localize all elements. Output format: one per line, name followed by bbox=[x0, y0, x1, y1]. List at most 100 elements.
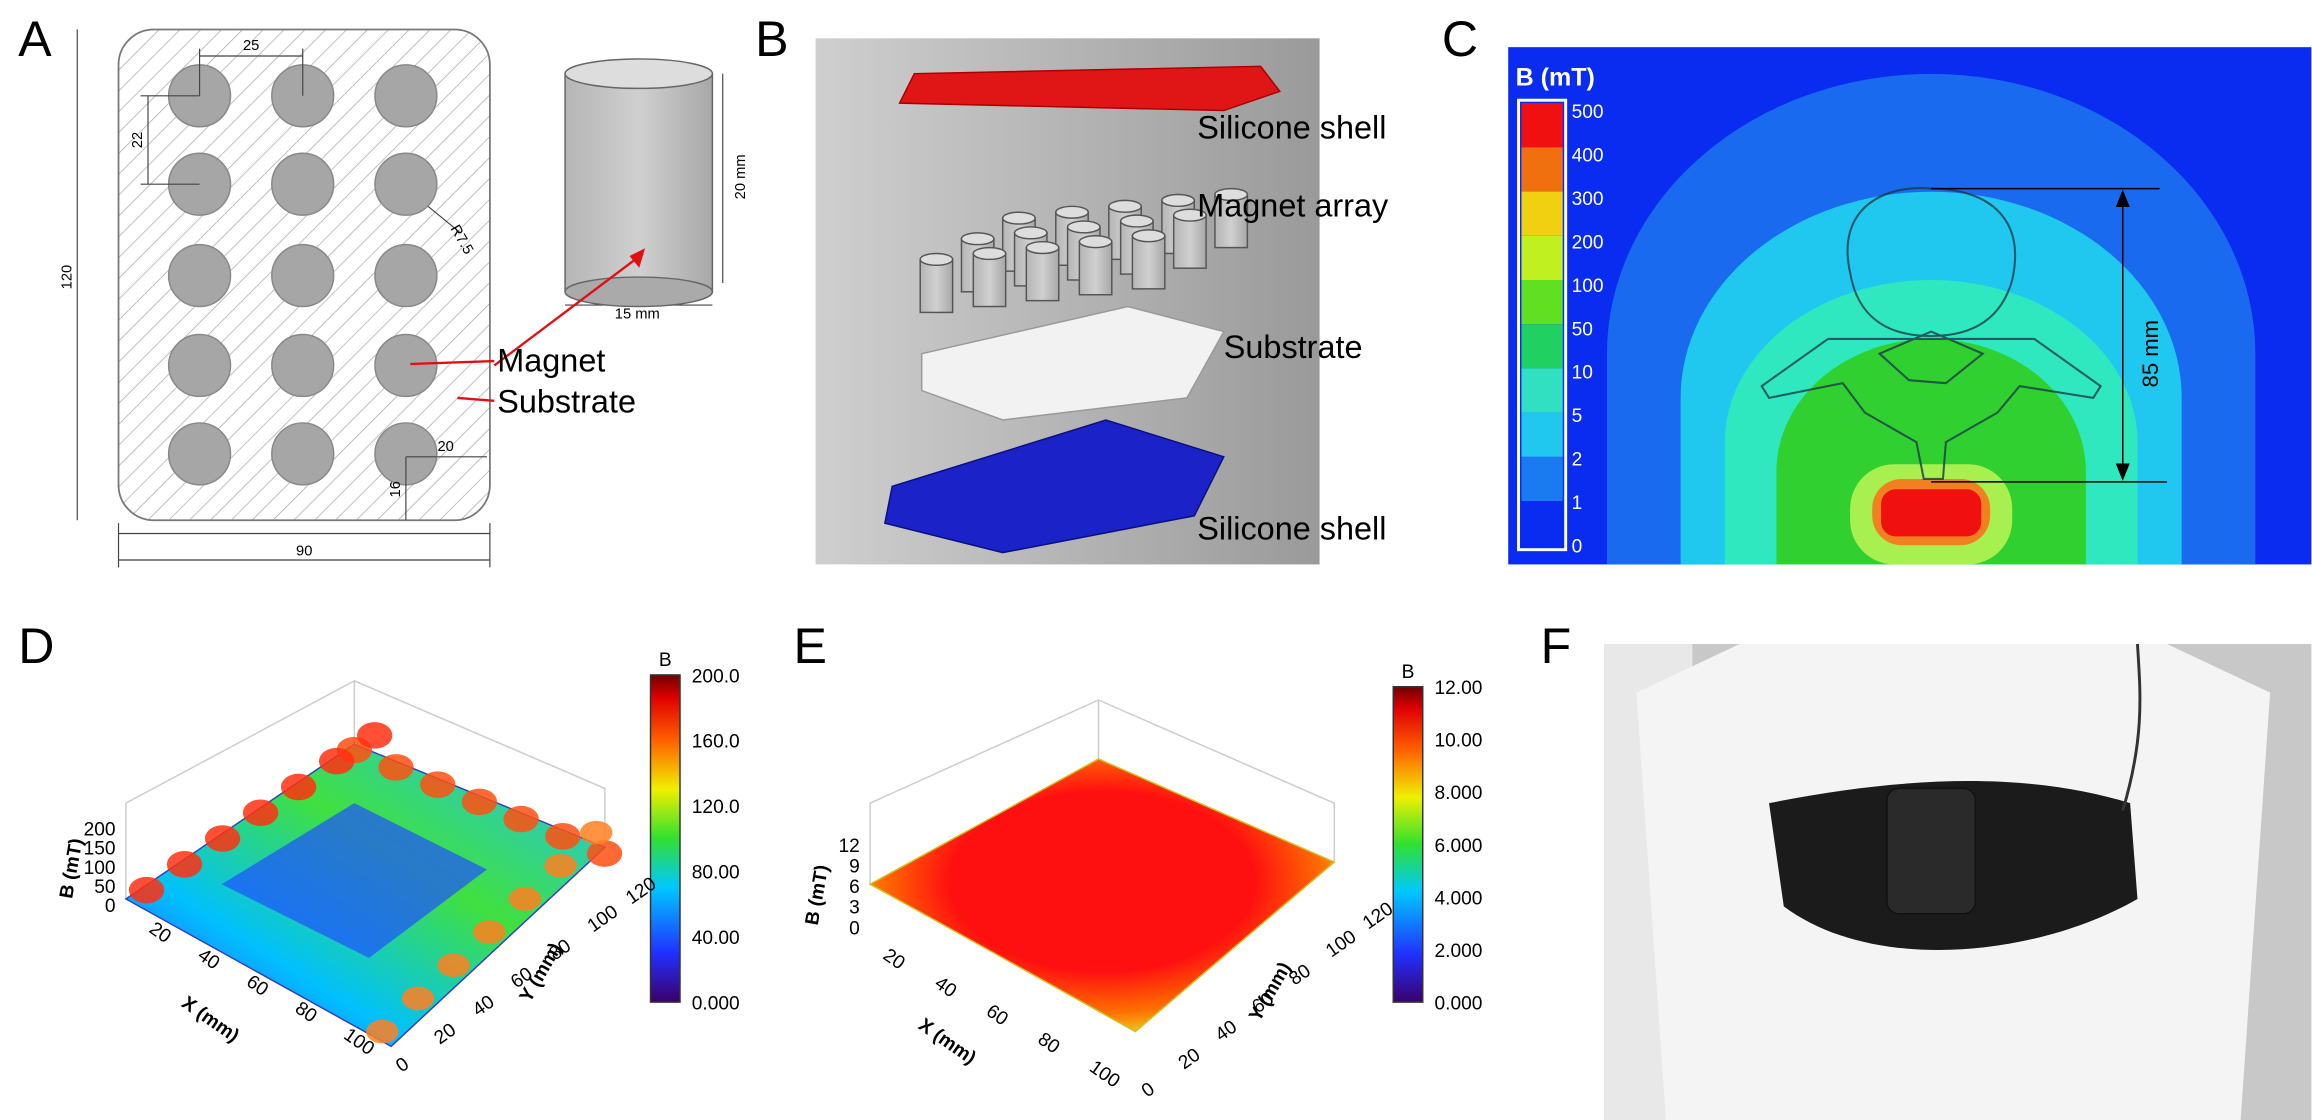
y-tick: 120 bbox=[1359, 898, 1397, 934]
legend-level: 0 bbox=[1572, 537, 1583, 558]
panel-b: B Silicone shell Magnet array Substrate … bbox=[755, 11, 1389, 565]
x-label: X (mm) bbox=[178, 992, 243, 1046]
colorbar-tick: 4.000 bbox=[1435, 888, 1483, 909]
dimension: 25 bbox=[243, 38, 259, 54]
legend-swatch bbox=[1521, 235, 1563, 280]
magnet-top bbox=[1025, 240, 1060, 255]
colorbar-tick: 8.000 bbox=[1435, 783, 1483, 804]
y-tick: 20 bbox=[1175, 1045, 1204, 1074]
peak bbox=[280, 773, 317, 801]
peak bbox=[128, 876, 165, 904]
colorbar-tick: 120.0 bbox=[692, 797, 740, 818]
distance-marker bbox=[1931, 187, 2167, 483]
colorbar-tick: 200.0 bbox=[692, 666, 740, 687]
peak bbox=[461, 788, 498, 816]
magnet-hole bbox=[271, 422, 335, 486]
magnet-hole bbox=[374, 333, 438, 398]
legend-swatch bbox=[1521, 456, 1563, 502]
magnet-holes bbox=[167, 64, 438, 486]
panel-label: C bbox=[1442, 11, 1478, 67]
x-label: X (mm) bbox=[914, 1015, 979, 1069]
peak bbox=[473, 920, 506, 944]
peak bbox=[242, 799, 279, 826]
contour bbox=[1881, 489, 1982, 537]
y-tick: 0 bbox=[1138, 1079, 1159, 1102]
magnet-hole bbox=[271, 333, 335, 398]
peak bbox=[508, 887, 542, 911]
panel-label: F bbox=[1541, 618, 1572, 674]
magnet-hole bbox=[167, 243, 232, 308]
peak bbox=[378, 754, 414, 781]
x-tick: 80 bbox=[1034, 1029, 1063, 1058]
magnet-top bbox=[960, 232, 995, 246]
z-tick: 6 bbox=[849, 877, 860, 898]
magnet-top bbox=[972, 246, 1007, 261]
magnet-top bbox=[1214, 187, 1249, 202]
magnet-hole bbox=[167, 422, 232, 486]
x-tick: 40 bbox=[931, 973, 960, 1002]
legend-level: 300 bbox=[1572, 189, 1604, 210]
colorbar-tick: 6.000 bbox=[1435, 836, 1483, 857]
panel-e: E B 12.00 10.00 8.000 6.000 4.000 2.000 0.000 12… bbox=[793, 618, 1482, 1102]
magnet-top bbox=[1013, 226, 1048, 240]
plot-box bbox=[869, 699, 1336, 885]
y-tick: 100 bbox=[1322, 926, 1360, 962]
z-tick: 0 bbox=[849, 918, 860, 939]
colorbar-tick: 2.000 bbox=[1435, 941, 1483, 962]
z-tick: 12 bbox=[838, 836, 859, 857]
magnet-hole bbox=[167, 333, 232, 398]
magnet bbox=[919, 258, 954, 314]
magnet-array bbox=[919, 187, 1249, 314]
colorbar-tick: 12.00 bbox=[1435, 678, 1483, 699]
callout: Substrate bbox=[497, 384, 636, 420]
cable bbox=[2121, 643, 2142, 811]
panel-f: F bbox=[1541, 618, 2312, 1120]
dimension: 22 bbox=[130, 132, 146, 148]
magnet-top bbox=[1108, 199, 1143, 213]
y-tick: 40 bbox=[1212, 1017, 1241, 1046]
y-tick: 0 bbox=[392, 1054, 413, 1077]
z-tick: 200 bbox=[84, 820, 116, 841]
legend-level: 200 bbox=[1572, 232, 1604, 253]
dimension-lines bbox=[76, 29, 724, 568]
z-tick: 50 bbox=[94, 877, 115, 898]
magnet-top bbox=[1131, 229, 1166, 243]
peak bbox=[401, 986, 435, 1011]
legend-swatch bbox=[1521, 191, 1563, 236]
y-tick: 100 bbox=[584, 901, 622, 937]
top-shell bbox=[898, 65, 1281, 112]
legend-level: 400 bbox=[1572, 145, 1604, 166]
legend-level: 2 bbox=[1572, 450, 1583, 471]
y-tick: 40 bbox=[469, 992, 498, 1021]
z-tick: 150 bbox=[84, 839, 116, 860]
peak bbox=[318, 747, 355, 775]
z-tick: 100 bbox=[84, 858, 116, 879]
magnet bbox=[1172, 214, 1207, 269]
belt-pocket bbox=[1886, 787, 1977, 915]
magnet-top bbox=[1078, 235, 1113, 249]
legend-level: 100 bbox=[1572, 276, 1604, 297]
callout: Magnet bbox=[497, 342, 605, 378]
z-tick: 0 bbox=[105, 896, 116, 917]
distance-label: 85 mm bbox=[2138, 320, 2163, 388]
peak bbox=[366, 1019, 399, 1044]
colorbar bbox=[1392, 685, 1424, 1003]
magnet bbox=[1025, 246, 1060, 302]
layer-label: Substrate bbox=[1224, 329, 1363, 365]
layer-label: Silicone shell bbox=[1197, 110, 1386, 146]
surface-peaks bbox=[128, 722, 623, 1044]
colorbar-tick: 10.00 bbox=[1435, 731, 1483, 752]
dimension: 120 bbox=[59, 265, 75, 290]
peak bbox=[586, 840, 623, 867]
panel-d: D B200.0160.0120.080.0040.000.0002001501… bbox=[18, 618, 739, 1077]
plot-box bbox=[125, 680, 606, 899]
z-tick: 9 bbox=[849, 856, 860, 877]
colorbar-tick: 0.000 bbox=[692, 993, 740, 1014]
magnet-hole bbox=[374, 243, 438, 308]
x-tick: 60 bbox=[982, 1001, 1011, 1030]
dimension: 20 mm bbox=[733, 154, 749, 199]
dimension: 16 bbox=[388, 481, 404, 497]
